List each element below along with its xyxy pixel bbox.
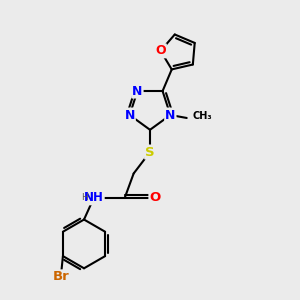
Text: CH₃: CH₃ <box>192 112 212 122</box>
Text: H: H <box>82 193 88 202</box>
Text: S: S <box>145 146 155 159</box>
Text: NH: NH <box>84 191 104 204</box>
Text: N: N <box>165 109 176 122</box>
Text: Br: Br <box>53 270 70 284</box>
Text: O: O <box>149 191 161 204</box>
Text: O: O <box>155 44 166 57</box>
Text: N: N <box>124 109 135 122</box>
Text: N: N <box>132 85 142 98</box>
